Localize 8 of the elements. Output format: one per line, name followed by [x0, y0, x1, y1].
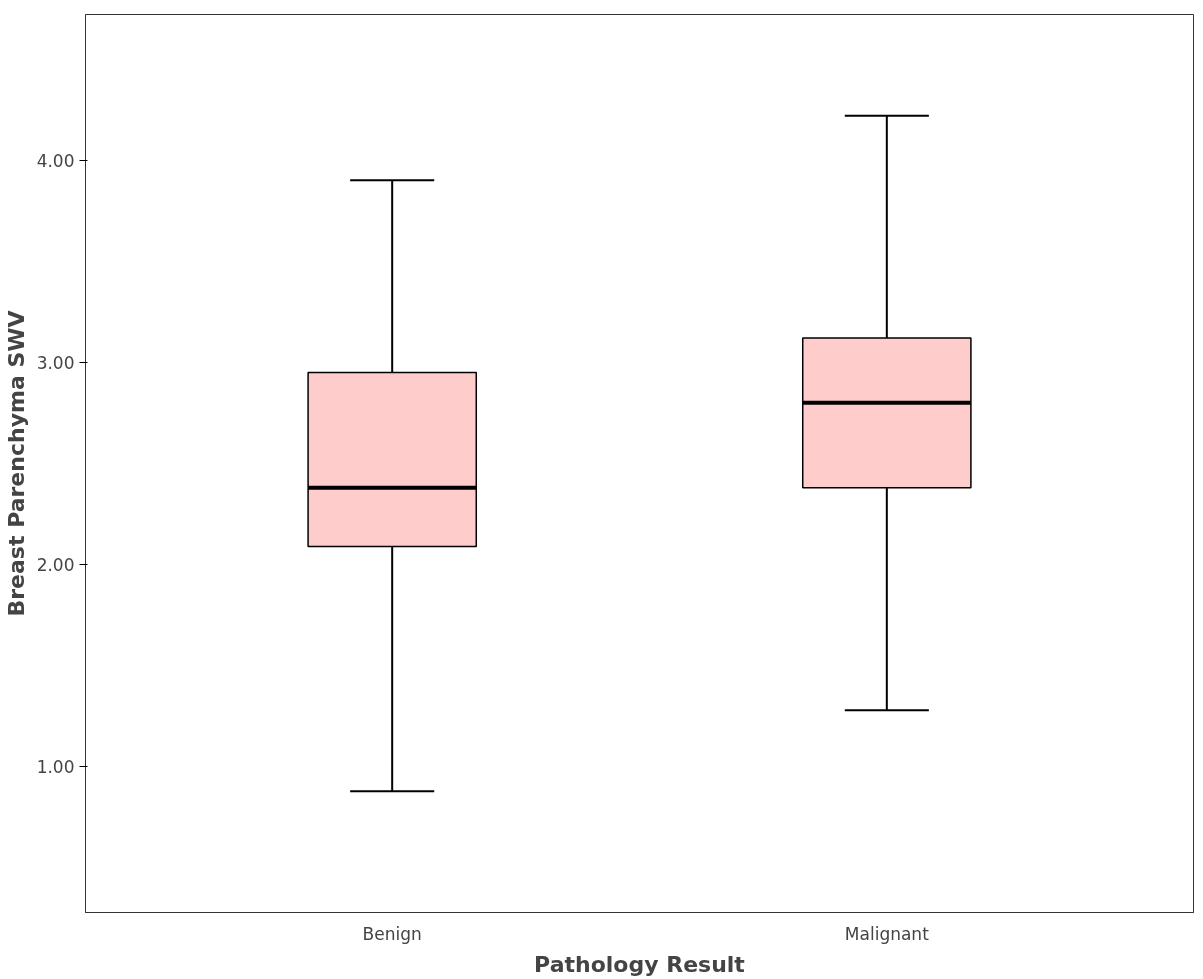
y-tick-label: 1.00 [36, 757, 75, 778]
x-axis-title: Pathology Result [534, 951, 746, 977]
y-axis-title: Breast Parenchyma SWV [3, 310, 29, 617]
y-tick-label: 4.00 [36, 150, 75, 171]
y-tick-label: 2.00 [36, 555, 75, 576]
y-tick-label: 3.00 [36, 352, 75, 373]
x-tick-label: Benign [362, 923, 422, 944]
x-tick-label: Malignant [844, 923, 930, 944]
